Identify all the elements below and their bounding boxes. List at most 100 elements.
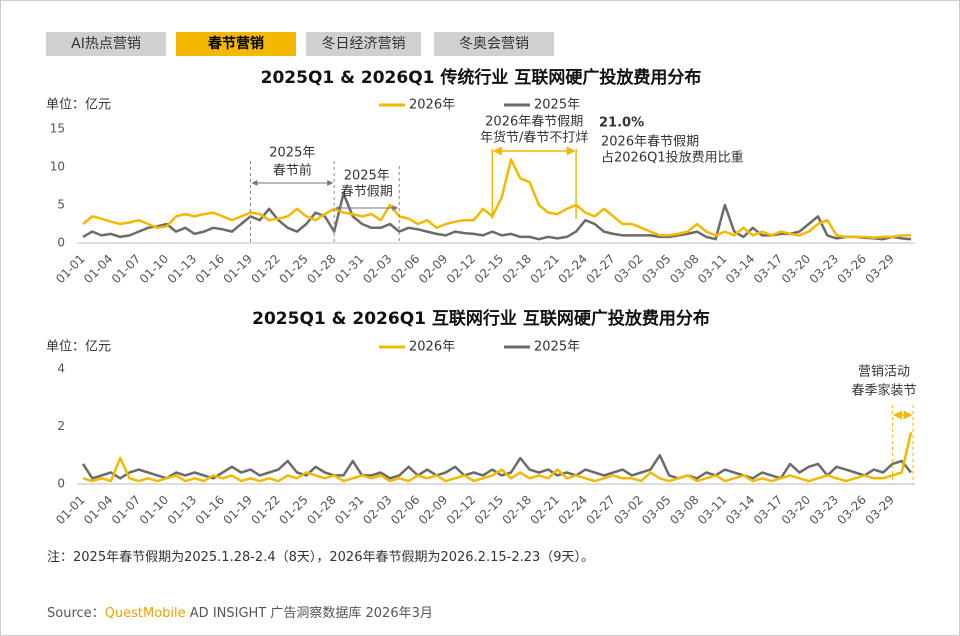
x-tick-label: 02-06 bbox=[388, 252, 423, 287]
series-line bbox=[81, 454, 912, 480]
x-tick-label: 02-21 bbox=[528, 493, 563, 528]
annotation: 21.0% bbox=[599, 116, 644, 131]
x-tick-label: 01-10 bbox=[137, 493, 172, 528]
x-tick-label: 01-07 bbox=[109, 252, 144, 287]
x-tick-label: 01-13 bbox=[165, 252, 200, 287]
annotation: 春季家装节 bbox=[851, 383, 916, 399]
x-tick-label: 01-22 bbox=[248, 493, 283, 528]
y-tick-label: 0 bbox=[57, 236, 65, 250]
annotation: 春节前 bbox=[273, 163, 312, 179]
x-tick-label: 02-24 bbox=[555, 493, 590, 528]
x-tick-label: 01-04 bbox=[81, 493, 116, 528]
source-text: AD INSIGHT 广告洞察数据库 2026年3月 bbox=[189, 606, 433, 621]
y-tick-label: 4 bbox=[57, 362, 65, 376]
source-label: Source： bbox=[47, 606, 105, 621]
x-tick-label: 03-05 bbox=[639, 493, 674, 528]
tab[interactable]: AI热点营销 bbox=[46, 32, 166, 56]
x-tick-label: 01-13 bbox=[165, 493, 200, 528]
x-tick-label: 02-12 bbox=[444, 493, 479, 528]
x-tick-label: 01-16 bbox=[193, 252, 228, 287]
legend-label: 2026年 bbox=[409, 98, 455, 113]
x-tick-label: 03-02 bbox=[611, 493, 646, 528]
chart-title: 2025Q1 & 2026Q1 互联网行业 互联网硬广投放费用分布 bbox=[252, 308, 710, 329]
x-tick-label: 03-23 bbox=[807, 252, 842, 287]
x-tick-label: 03-08 bbox=[667, 493, 702, 528]
series-line bbox=[82, 432, 913, 483]
y-tick-label: 2 bbox=[57, 419, 65, 433]
x-tick-label: 01-22 bbox=[248, 252, 283, 287]
y-axis-unit: 单位：亿元 bbox=[46, 340, 111, 355]
x-tick-label: 01-01 bbox=[53, 493, 88, 528]
x-tick-label: 02-18 bbox=[500, 493, 535, 528]
x-tick-label: 02-21 bbox=[528, 252, 563, 287]
x-tick-label: 03-29 bbox=[862, 252, 897, 287]
y-tick-label: 10 bbox=[50, 160, 65, 174]
x-tick-label: 01-28 bbox=[304, 252, 339, 287]
x-tick-label: 02-15 bbox=[472, 252, 507, 287]
x-tick-label: 03-02 bbox=[611, 252, 646, 287]
x-tick-label: 01-16 bbox=[193, 493, 228, 528]
x-tick-label: 01-25 bbox=[276, 252, 311, 287]
x-tick-label: 03-23 bbox=[807, 493, 842, 528]
annotation: 占2026Q1投放费用比重 bbox=[601, 150, 744, 166]
chart-title: 2025Q1 & 2026Q1 传统行业 互联网硬广投放费用分布 bbox=[261, 67, 702, 88]
x-tick-label: 03-17 bbox=[751, 252, 786, 287]
x-tick-label: 01-19 bbox=[220, 252, 255, 287]
legend-label: 2026年 bbox=[409, 340, 455, 355]
x-tick-label: 02-06 bbox=[388, 493, 423, 528]
x-tick-label: 02-27 bbox=[583, 493, 618, 528]
y-tick-label: 5 bbox=[57, 198, 65, 212]
x-tick-label: 02-18 bbox=[500, 252, 535, 287]
y-axis-unit: 单位：亿元 bbox=[46, 98, 111, 113]
annotation: 2026年春节假期 bbox=[601, 135, 699, 150]
x-tick-label: 02-03 bbox=[360, 252, 395, 287]
y-tick-label: 15 bbox=[50, 122, 65, 136]
x-tick-label: 03-26 bbox=[835, 252, 870, 287]
x-tick-label: 01-28 bbox=[304, 493, 339, 528]
x-tick-label: 03-14 bbox=[723, 493, 758, 528]
legend-label: 2025年 bbox=[534, 98, 580, 113]
annotation: 2025年 bbox=[269, 146, 315, 161]
x-tick-label: 03-08 bbox=[667, 252, 702, 287]
source: Source：QuestMobile AD INSIGHT 广告洞察数据库 20… bbox=[47, 602, 433, 621]
x-tick-label: 03-26 bbox=[835, 493, 870, 528]
series-line bbox=[82, 158, 911, 239]
x-tick-label: 03-20 bbox=[779, 252, 814, 287]
annotation: 2026年春节假期 bbox=[485, 115, 583, 130]
x-tick-label: 03-20 bbox=[779, 493, 814, 528]
annotation: 春节假期 bbox=[341, 185, 393, 200]
tab-active[interactable]: 春节营销 bbox=[176, 32, 296, 56]
x-tick-label: 02-12 bbox=[444, 252, 479, 287]
x-tick-label: 01-01 bbox=[53, 252, 88, 287]
x-tick-label: 02-03 bbox=[360, 493, 395, 528]
y-tick-label: 0 bbox=[57, 477, 65, 491]
tab[interactable]: 冬奥会营销 bbox=[434, 32, 554, 56]
x-tick-label: 03-05 bbox=[639, 252, 674, 287]
x-tick-label: 01-25 bbox=[276, 493, 311, 528]
footnote: 注：2025年春节假期为2025.1.28-2.4（8天），2026年春节假期为… bbox=[47, 550, 595, 565]
x-tick-label: 03-14 bbox=[723, 252, 758, 287]
x-tick-label: 02-15 bbox=[472, 493, 507, 528]
x-tick-label: 01-04 bbox=[81, 252, 116, 287]
x-tick-label: 02-27 bbox=[583, 252, 618, 287]
x-tick-label: 03-11 bbox=[695, 493, 730, 528]
x-tick-label: 01-07 bbox=[109, 493, 144, 528]
x-tick-label: 03-29 bbox=[862, 493, 897, 528]
x-tick-label: 01-31 bbox=[332, 493, 367, 528]
legend-label: 2025年 bbox=[534, 340, 580, 355]
annotation: 年货节/春节不打烊 bbox=[480, 130, 588, 146]
x-tick-label: 03-11 bbox=[695, 252, 730, 287]
tab[interactable]: 冬日经济营销 bbox=[306, 32, 421, 56]
x-tick-label: 02-09 bbox=[416, 252, 451, 287]
x-tick-label: 02-24 bbox=[555, 252, 590, 287]
x-tick-label: 01-31 bbox=[332, 252, 367, 287]
x-tick-label: 02-09 bbox=[416, 493, 451, 528]
annotation: 2025年 bbox=[344, 169, 390, 184]
x-tick-label: 03-17 bbox=[751, 493, 786, 528]
x-tick-label: 01-10 bbox=[137, 252, 172, 287]
annotation: 营销活动 bbox=[858, 365, 910, 380]
x-tick-label: 01-19 bbox=[220, 493, 255, 528]
source-brand: QuestMobile bbox=[104, 606, 186, 621]
